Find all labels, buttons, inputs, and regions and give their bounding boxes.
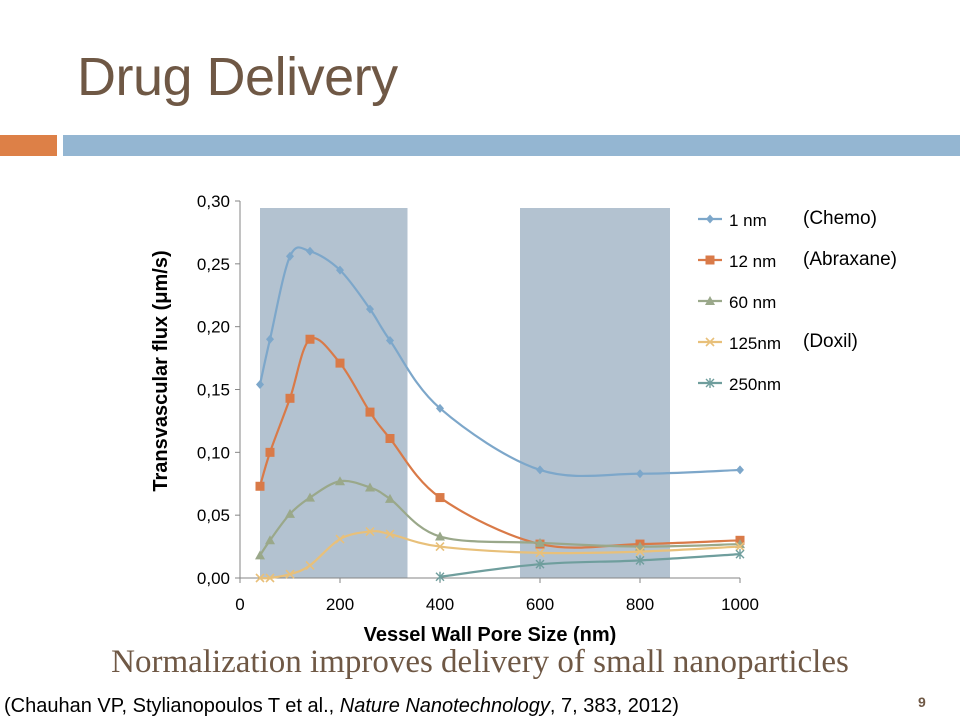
y-axis-label: Transvascular flux (μm/s) <box>150 250 172 491</box>
citation-journal: Nature Nanotechnology <box>339 695 550 717</box>
data-point <box>285 508 295 518</box>
legend-swatch-marker <box>705 255 715 265</box>
legend-label: 125nm <box>729 334 781 353</box>
legend-swatch-marker <box>706 214 714 224</box>
y-tick-label: 0,25 <box>197 255 230 274</box>
data-point <box>436 403 444 413</box>
x-tick-label: 0 <box>235 595 244 614</box>
data-point <box>285 569 295 579</box>
page-number: 9 <box>918 694 926 710</box>
series-4 <box>255 526 745 583</box>
series-5 <box>435 549 745 582</box>
citation: (Chauhan VP, Stylianopoulos T et al., Na… <box>4 695 679 718</box>
legend-label: 12 nm <box>729 252 776 271</box>
chart-legend: 1 nm (Chemo) 12 nm (Abraxane) 60 nm 125nm (Dox… <box>698 208 897 394</box>
series-line <box>259 530 741 580</box>
data-point <box>535 548 545 558</box>
series-line <box>258 246 741 478</box>
legend-swatch-marker <box>705 337 715 347</box>
data-point <box>265 535 275 545</box>
chart-axes: 0,00 0,05 0,10 0,15 0,20 0,25 0,30 0 200 400 600 80… <box>197 192 759 614</box>
x-tick-label: 400 <box>426 595 454 614</box>
legend-label: 250nm <box>729 375 781 394</box>
legend-swatch-marker <box>705 378 715 388</box>
y-tick-label: 0,05 <box>197 506 230 525</box>
y-tick-label: 0,20 <box>197 318 230 337</box>
data-point <box>335 358 345 368</box>
data-point <box>256 379 264 389</box>
x-tick-label: 800 <box>626 595 654 614</box>
data-point <box>385 434 395 444</box>
shaded-region-2 <box>520 208 670 578</box>
y-tick-label: 0,30 <box>197 192 230 211</box>
data-point <box>635 555 645 566</box>
legend-annotation: (Abraxane) <box>803 249 897 270</box>
data-point <box>305 334 315 344</box>
data-point <box>365 526 375 537</box>
legend-item-2: 12 nm (Abraxane) <box>698 249 897 271</box>
x-axis-label: Vessel Wall Pore Size (nm) <box>364 624 617 646</box>
y-tick-label: 0,15 <box>197 381 230 400</box>
legend-item-1: 1 nm (Chemo) <box>698 208 877 230</box>
data-point <box>735 549 745 560</box>
legend-label: 1 nm <box>729 211 767 230</box>
accent-bar-blue <box>63 135 960 156</box>
legend-annotation: (Chemo) <box>803 208 877 229</box>
citation-authors: (Chauhan VP, Stylianopoulos T et al., <box>4 695 340 717</box>
slide-title: Drug Delivery <box>77 47 398 107</box>
y-tick-label: 0,00 <box>197 569 230 588</box>
data-point <box>365 482 375 492</box>
data-point <box>385 529 395 539</box>
series-line <box>439 553 741 578</box>
data-point <box>336 265 344 275</box>
data-point <box>636 469 644 479</box>
data-point <box>435 493 445 503</box>
data-point <box>736 465 744 475</box>
data-point <box>265 573 275 583</box>
legend-item-4: 125nm (Doxil) <box>698 331 858 353</box>
data-point <box>306 246 314 256</box>
data-point <box>365 407 375 417</box>
chart-series <box>255 246 745 583</box>
slide-caption: Normalization improves delivery of small… <box>111 644 849 680</box>
data-point <box>366 304 374 314</box>
citation-details: , 7, 383, 2012) <box>549 695 679 717</box>
x-tick-label: 200 <box>326 595 354 614</box>
legend-swatch-marker <box>705 296 715 305</box>
legend-label: 60 nm <box>729 293 776 312</box>
data-point <box>335 476 345 486</box>
data-point <box>286 251 294 261</box>
data-point <box>255 481 265 491</box>
legend-item-5: 250nm <box>698 375 781 394</box>
data-point <box>635 547 645 557</box>
accent-bar-orange <box>0 135 57 156</box>
data-point <box>255 573 265 583</box>
data-point <box>535 537 545 547</box>
y-tick-label: 0,10 <box>197 443 230 462</box>
legend-item-3: 60 nm <box>698 293 776 312</box>
data-point <box>266 334 274 344</box>
data-point <box>435 531 445 541</box>
data-point <box>536 465 544 475</box>
legend-annotation: (Doxil) <box>803 331 858 352</box>
data-point <box>385 493 395 503</box>
series-1 <box>256 246 744 479</box>
data-point <box>435 542 445 552</box>
data-point <box>735 542 745 552</box>
shaded-regions <box>260 208 670 578</box>
data-point <box>305 560 315 570</box>
x-tick-label: 600 <box>526 595 554 614</box>
data-point <box>335 534 345 544</box>
x-tick-label: 1000 <box>721 595 759 614</box>
data-point <box>305 492 315 502</box>
data-point <box>285 393 295 403</box>
data-point <box>386 335 394 345</box>
data-point <box>265 447 275 457</box>
data-point <box>535 559 545 570</box>
data-point <box>255 550 265 560</box>
data-point <box>435 571 445 582</box>
